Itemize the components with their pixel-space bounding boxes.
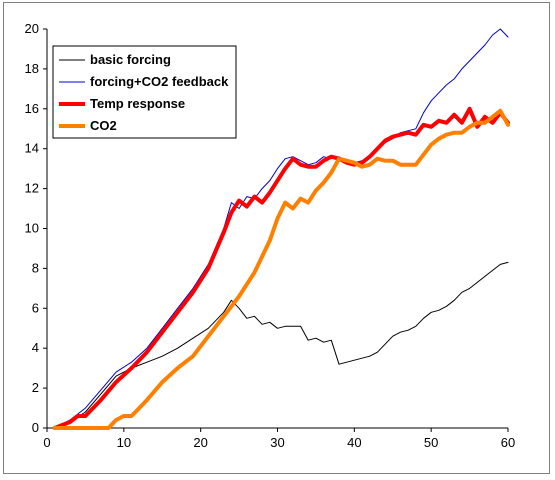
legend: basic forcing forcing+CO2 feedback Temp re… [52,45,237,139]
series-lines [52,28,510,430]
legend-label-3: Temp response [90,96,185,111]
x-tick-label: 40 [347,435,361,450]
y-tick-label: 18 [25,61,39,76]
y-tick-label: 10 [25,221,39,236]
y-tick-label: 12 [25,181,39,196]
y-tick-label: 20 [25,21,39,36]
x-tick-label: 30 [270,435,284,450]
y-tick-label: 2 [32,380,39,395]
x-tick-label: 20 [193,435,207,450]
legend-label-4: CO2 [90,118,117,133]
tick-labels: 0 2 4 6 8 10 12 14 16 18 20 0 10 20 30 40 50 60 [25,21,516,450]
legend-label-1: basic forcing [90,52,171,67]
y-tick-label: 6 [32,300,39,315]
x-tick-label: 60 [501,435,515,450]
legend-box [52,45,237,139]
y-tick-label: 16 [25,101,39,116]
x-tick-label: 50 [424,435,438,450]
x-tick-label: 0 [43,435,50,450]
y-tick-label: 8 [32,260,39,275]
y-tick-label: 0 [32,420,39,435]
axes [43,28,509,432]
series-line-4 [52,108,510,430]
series-line-3 [52,106,510,430]
y-tick-label: 14 [25,141,39,156]
series-line-2 [54,28,509,429]
x-tick-label: 10 [117,435,131,450]
series-line-1 [54,261,509,429]
y-tick-label: 4 [32,340,39,355]
legend-label-2: forcing+CO2 feedback [90,74,229,89]
